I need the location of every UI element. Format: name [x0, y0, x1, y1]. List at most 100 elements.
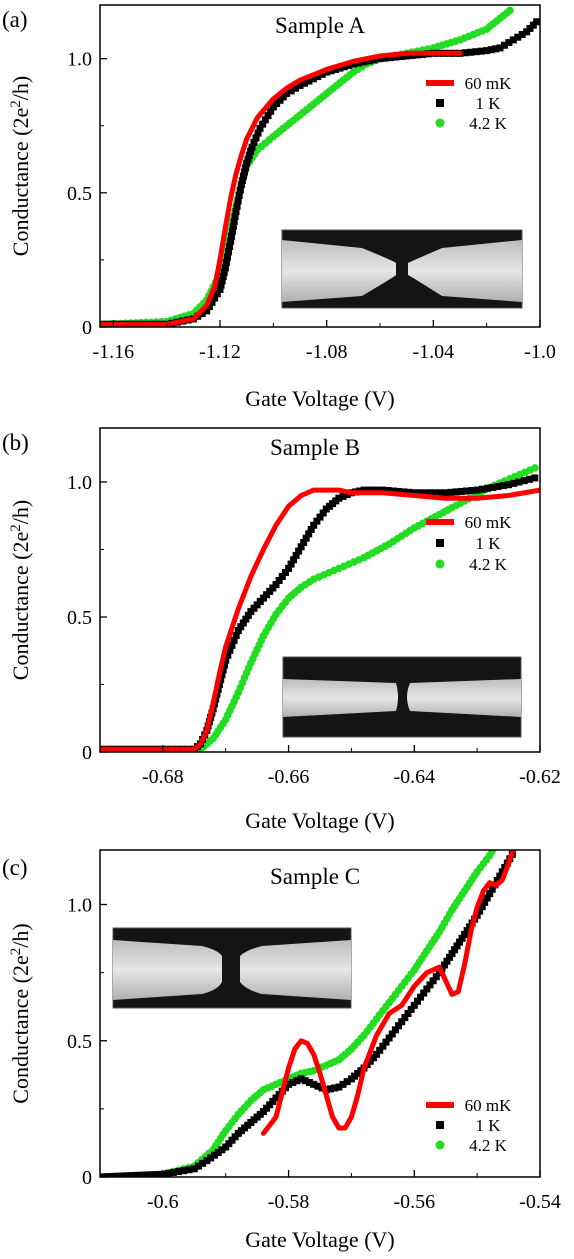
data-point	[218, 1146, 226, 1154]
y-axis-label: Conductance (2e2/h)	[8, 500, 33, 680]
data-point	[493, 877, 501, 885]
data-point	[494, 483, 502, 490]
data-point	[292, 551, 300, 559]
data-point	[431, 489, 439, 497]
y-tick-label: 0.5	[67, 183, 92, 205]
data-point	[349, 60, 357, 68]
data-point	[506, 6, 514, 15]
data-point	[458, 934, 466, 942]
data-point	[218, 277, 226, 285]
data-point	[453, 942, 461, 950]
data-point	[442, 489, 450, 497]
data-point	[483, 47, 491, 55]
data-point	[222, 656, 230, 664]
data-point	[360, 486, 368, 494]
data-point	[395, 1022, 403, 1030]
panel-label: (b)	[2, 430, 29, 455]
data-point	[339, 1080, 347, 1088]
data-point	[483, 894, 491, 902]
data-point	[261, 116, 269, 124]
legend-swatch	[435, 559, 445, 569]
data-point	[410, 489, 418, 497]
data-point	[443, 957, 451, 965]
data-point	[233, 202, 241, 210]
legend-label: 60 mK	[465, 1096, 512, 1115]
data-point	[297, 1075, 305, 1083]
data-point	[148, 1171, 156, 1177]
data-point	[154, 1171, 162, 1177]
data-point	[468, 487, 476, 495]
data-point	[307, 526, 315, 534]
data-point	[379, 1042, 387, 1050]
data-point	[371, 56, 379, 64]
data-point	[314, 1082, 322, 1090]
chart-title: Sample B	[270, 435, 360, 460]
data-point	[336, 64, 344, 72]
data-point	[101, 1173, 109, 1177]
data-point	[245, 151, 253, 159]
data-point	[210, 1151, 218, 1159]
data-point	[492, 45, 500, 53]
chart-title: Sample C	[270, 864, 360, 889]
y-axis-label-sup: 2	[8, 100, 24, 108]
data-point	[219, 666, 227, 674]
data-point	[392, 53, 400, 61]
data-point	[230, 217, 238, 225]
data-point	[314, 73, 322, 81]
data-layer	[100, 850, 516, 1177]
x-tick-label: -0.56	[393, 1191, 435, 1213]
series-line-0	[100, 50, 463, 327]
data-point	[487, 46, 495, 54]
data-point	[484, 484, 492, 492]
x-tick-label: -0.54	[519, 1191, 561, 1213]
data-point	[489, 483, 497, 491]
x-tick-label: -0.64	[393, 766, 435, 788]
y-axis-label-main: Conductance (2e	[8, 955, 33, 1103]
data-point	[227, 237, 235, 245]
data-point	[300, 538, 308, 546]
data-point	[397, 53, 405, 61]
y-tick-label: 0.5	[67, 607, 92, 629]
data-point	[327, 67, 335, 75]
data-point	[235, 192, 243, 200]
data-point	[127, 1172, 135, 1177]
y-axis-label: Conductance (2e2/h)	[8, 923, 33, 1103]
data-point	[376, 1046, 384, 1054]
chart-title: Sample A	[275, 13, 365, 38]
data-point	[426, 981, 434, 989]
data-point	[391, 1026, 399, 1034]
data-point	[340, 63, 348, 71]
data-point	[281, 568, 289, 576]
data-point	[217, 281, 225, 289]
data-point	[365, 486, 373, 494]
data-point	[486, 890, 494, 898]
data-point	[440, 961, 448, 969]
data-point	[296, 82, 304, 89]
data-point	[237, 181, 245, 189]
data-point	[461, 930, 469, 938]
x-tick-label: -1.12	[199, 341, 241, 363]
data-point	[376, 55, 384, 63]
data-point	[228, 641, 236, 649]
data-point	[287, 560, 295, 568]
y-axis-label-main: Conductance (2e	[8, 532, 33, 680]
data-point	[309, 75, 317, 83]
data-point	[416, 489, 424, 497]
data-point	[106, 1173, 114, 1177]
data-point	[203, 307, 211, 315]
data-point	[232, 208, 240, 216]
x-tick-label: -0.6	[147, 1191, 179, 1213]
data-point	[432, 973, 440, 981]
data-point	[241, 168, 249, 176]
data-point	[488, 885, 496, 893]
data-point	[219, 273, 227, 281]
data-point	[278, 573, 286, 580]
y-tick-label: 0	[82, 742, 92, 764]
x-tick-label: -1.0	[524, 341, 556, 363]
legend: 60 mK1 K4.2 K	[426, 1096, 512, 1155]
data-point	[238, 176, 246, 184]
data-point	[243, 159, 251, 167]
data-point	[236, 186, 244, 194]
data-point	[463, 487, 471, 495]
data-point	[244, 155, 252, 163]
